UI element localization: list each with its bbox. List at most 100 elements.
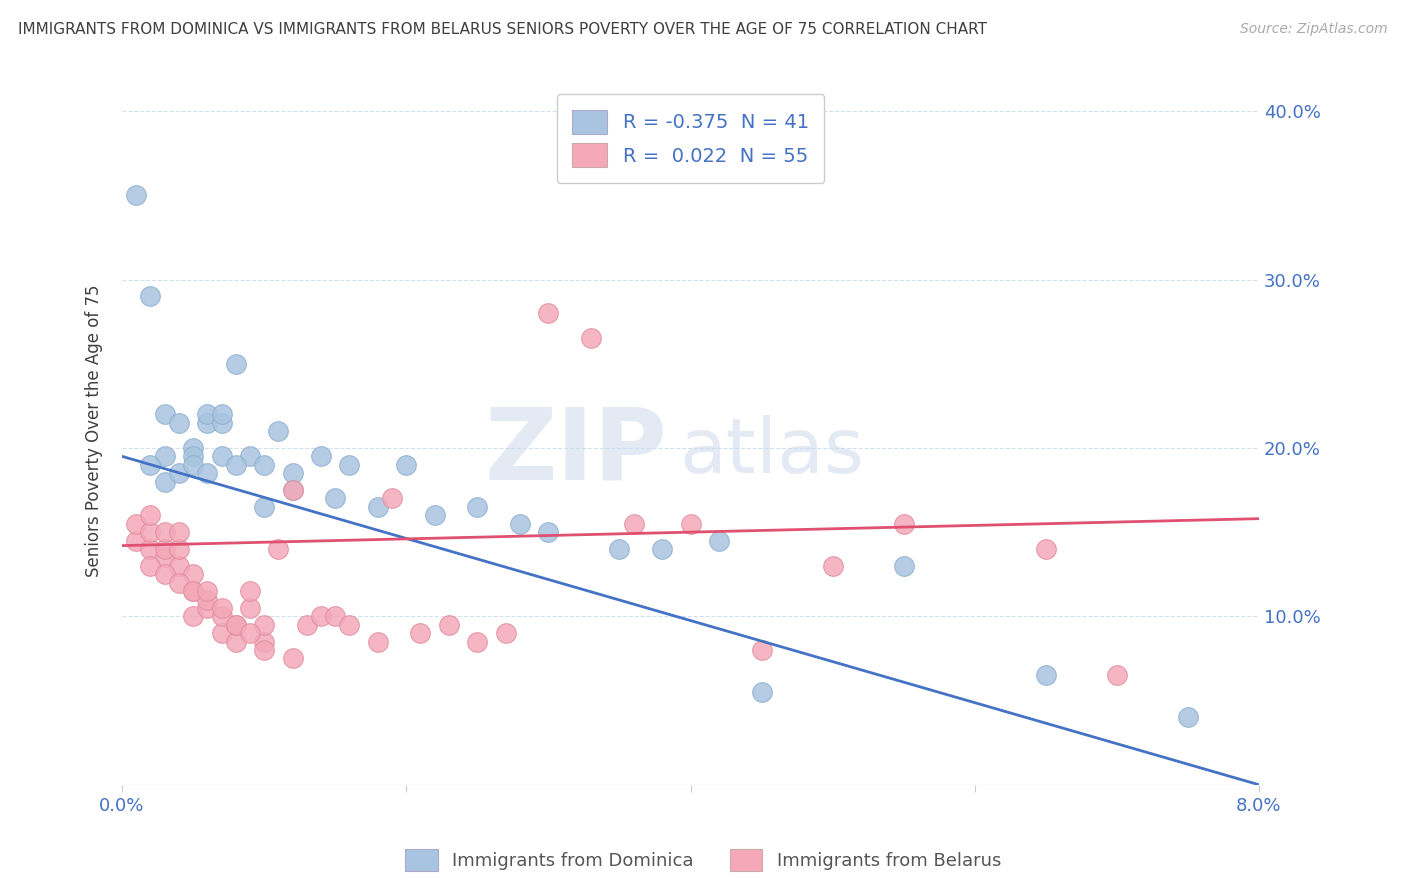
Point [281, 483, 304, 497]
Point [195, 592, 218, 607]
Y-axis label: Seniors Poverty Over the Age of 75: Seniors Poverty Over the Age of 75 [86, 285, 103, 577]
Point [651, 541, 673, 556]
Point [167, 525, 190, 540]
Point [381, 491, 404, 506]
Point [1105, 668, 1128, 682]
Point [181, 584, 204, 599]
Point [281, 483, 304, 497]
Point [751, 643, 773, 657]
Point [309, 609, 332, 624]
Point [125, 188, 148, 202]
Point [139, 525, 162, 540]
Point [409, 626, 432, 640]
Point [211, 609, 233, 624]
Point [253, 617, 276, 632]
Point [537, 306, 560, 320]
Point [195, 466, 218, 480]
Point [167, 466, 190, 480]
Point [821, 558, 844, 573]
Point [707, 533, 730, 548]
Point [181, 450, 204, 464]
Point [579, 331, 602, 345]
Point [253, 500, 276, 514]
Point [139, 541, 162, 556]
Point [167, 558, 190, 573]
Point [181, 441, 204, 455]
Point [181, 567, 204, 582]
Point [893, 558, 915, 573]
Point [465, 634, 488, 648]
Point [537, 525, 560, 540]
Point [239, 626, 262, 640]
Point [1035, 668, 1057, 682]
Point [139, 289, 162, 303]
Point [139, 558, 162, 573]
Point [423, 508, 446, 523]
Point [181, 609, 204, 624]
Point [195, 416, 218, 430]
Point [195, 407, 218, 421]
Point [153, 541, 176, 556]
Point [751, 685, 773, 699]
Point [211, 416, 233, 430]
Point [211, 407, 233, 421]
Legend: R = -0.375  N = 41, R =  0.022  N = 55: R = -0.375 N = 41, R = 0.022 N = 55 [557, 95, 824, 183]
Point [125, 516, 148, 531]
Point [195, 601, 218, 615]
Point [139, 458, 162, 472]
Point [295, 617, 318, 632]
Point [153, 475, 176, 489]
Point [139, 508, 162, 523]
Point [225, 617, 247, 632]
Point [211, 450, 233, 464]
Point [225, 617, 247, 632]
Point [267, 424, 290, 438]
Text: Source: ZipAtlas.com: Source: ZipAtlas.com [1240, 22, 1388, 37]
Point [153, 525, 176, 540]
Point [253, 643, 276, 657]
Point [167, 416, 190, 430]
Point [195, 584, 218, 599]
Point [239, 601, 262, 615]
Point [509, 516, 531, 531]
Point [395, 458, 418, 472]
Point [679, 516, 702, 531]
Point [1035, 541, 1057, 556]
Point [239, 450, 262, 464]
Point [239, 584, 262, 599]
Point [211, 626, 233, 640]
Point [465, 500, 488, 514]
Text: ZIP: ZIP [485, 404, 668, 500]
Point [181, 584, 204, 599]
Point [211, 601, 233, 615]
Point [125, 533, 148, 548]
Point [225, 634, 247, 648]
Point [281, 651, 304, 665]
Point [253, 634, 276, 648]
Point [309, 450, 332, 464]
Point [281, 466, 304, 480]
Point [323, 491, 346, 506]
Legend: Immigrants from Dominica, Immigrants from Belarus: Immigrants from Dominica, Immigrants fro… [398, 842, 1008, 879]
Point [225, 357, 247, 371]
Point [339, 617, 361, 632]
Point [153, 550, 176, 565]
Point [367, 500, 389, 514]
Point [609, 541, 631, 556]
Point [1177, 710, 1199, 724]
Text: atlas: atlas [679, 416, 865, 490]
Text: IMMIGRANTS FROM DOMINICA VS IMMIGRANTS FROM BELARUS SENIORS POVERTY OVER THE AGE: IMMIGRANTS FROM DOMINICA VS IMMIGRANTS F… [18, 22, 987, 37]
Point [267, 541, 290, 556]
Point [153, 567, 176, 582]
Point [495, 626, 517, 640]
Point [167, 575, 190, 590]
Point [153, 407, 176, 421]
Point [437, 617, 460, 632]
Point [367, 634, 389, 648]
Point [253, 458, 276, 472]
Point [225, 458, 247, 472]
Point [623, 516, 645, 531]
Point [323, 609, 346, 624]
Point [339, 458, 361, 472]
Point [893, 516, 915, 531]
